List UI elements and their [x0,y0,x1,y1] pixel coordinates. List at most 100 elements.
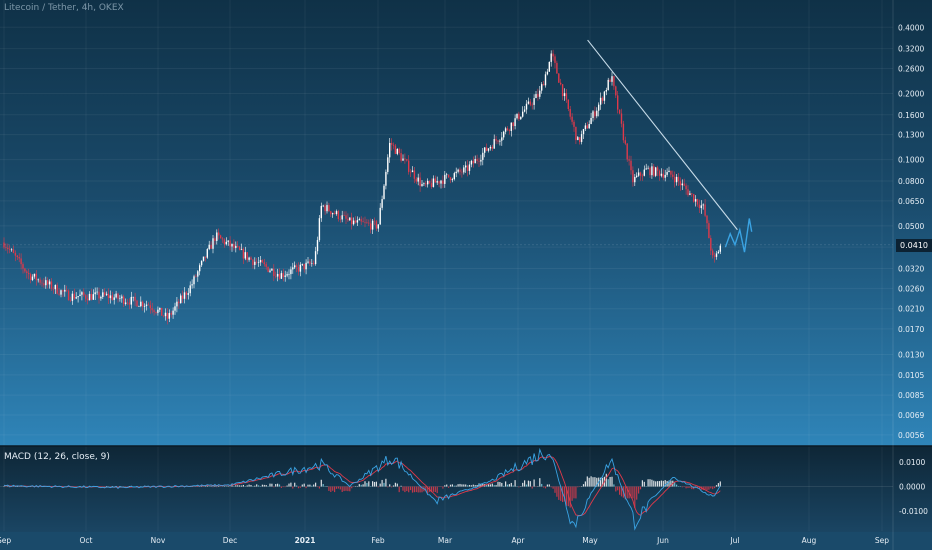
candle-body [499,140,501,142]
macd-histogram-bar [449,484,452,487]
candle-body [149,305,151,309]
macd-histogram-bar [714,486,716,489]
candle-body [223,239,226,245]
candle-body [225,241,227,245]
candle-body [107,293,110,299]
candle-body [314,251,317,265]
candle-body [577,137,579,141]
macd-histogram-bar [406,486,408,492]
candle-body [421,184,423,186]
macd-histogram-bar [216,486,218,488]
candle-body [719,245,721,252]
candle-body [292,267,294,270]
candle-body [480,159,482,162]
candle-body [432,178,435,187]
candle-body [529,101,531,105]
candle-body [558,73,560,83]
macd-histogram-bar [392,485,395,487]
price-tick-label: 0.0320 [898,264,924,273]
macd-histogram-bar [372,481,374,487]
macd-histogram-bar [681,486,683,488]
candle-body [687,189,689,195]
candle-body [522,111,524,117]
macd-histogram-bar [619,486,621,495]
macd-histogram-bar [698,486,700,489]
macd-histogram-bar [465,484,467,487]
candle-body [409,171,412,173]
candle-body [73,293,75,299]
candle-body [381,199,383,208]
candle-body [244,252,246,259]
macd-histogram-bar [706,486,708,491]
candle-body [351,217,353,225]
candle-body [216,232,218,241]
candle-body [170,313,172,315]
candle-body [145,304,148,306]
macd-histogram-bar [335,486,338,489]
macd-histogram-bar [294,482,296,487]
macd-histogram-bar [592,477,594,487]
candle-body [655,167,657,176]
macd-histogram-bar [432,486,434,492]
macd-histogram-bar [297,486,300,489]
macd-histogram-bar [345,486,347,491]
price-tick-label: 0.1300 [898,131,924,140]
candle-body [81,292,83,295]
candle-body [537,94,539,97]
macd-histogram-bar [459,483,461,487]
macd-histogram-bar [309,484,311,487]
macd-histogram-bar [351,486,353,489]
candle-body [717,251,720,254]
macd-histogram-bar [565,486,567,506]
candle-body [92,294,94,300]
candle-body [54,284,56,290]
macd-histogram-bar [457,484,459,487]
candle-body [495,139,497,141]
candle-body [180,295,182,304]
macd-histogram-bar [299,486,301,488]
candle-body [411,170,414,173]
candle-body [569,108,571,117]
candle-body [124,302,127,304]
macd-histogram-bar [470,485,472,487]
candle-body [573,121,575,127]
macd-pane[interactable] [0,446,932,532]
candle-body [582,129,585,135]
candle-body [485,147,488,151]
macd-histogram-bar [427,486,429,494]
candle-body [461,171,463,173]
candle-body [493,139,495,149]
macd-histogram-bar [704,486,706,490]
candle-body [588,124,590,129]
macd-histogram-bar [497,481,499,487]
macd-histogram-bar [239,485,241,487]
candle-body [596,110,598,117]
macd-histogram-bar [615,486,617,492]
candle-body [402,158,404,161]
candle-body [113,297,115,300]
macd-histogram-bar [381,479,383,487]
candle-body [235,245,237,249]
candle-body [387,157,389,172]
macd-histogram-bar [292,486,294,489]
candle-body [510,122,512,131]
candle-body [47,280,49,285]
candle-body [185,292,188,295]
candle-body [345,215,347,219]
candle-body [514,118,516,127]
candle-body [117,293,119,299]
candle-body [366,222,368,223]
candle-body [656,167,659,171]
candle-body [193,276,195,285]
candle-body [715,253,718,257]
macd-histogram-bar [613,484,615,487]
macd-histogram-bar [510,482,512,487]
macd-histogram-bar [558,486,560,500]
candle-body [552,53,554,57]
candle-body [643,169,645,176]
chart-title: Litecoin / Tether, 4h, OKEX [4,3,124,13]
price-pane[interactable] [0,0,932,446]
candle-body [132,296,134,298]
time-axis[interactable] [0,532,932,550]
candle-body [503,131,505,138]
